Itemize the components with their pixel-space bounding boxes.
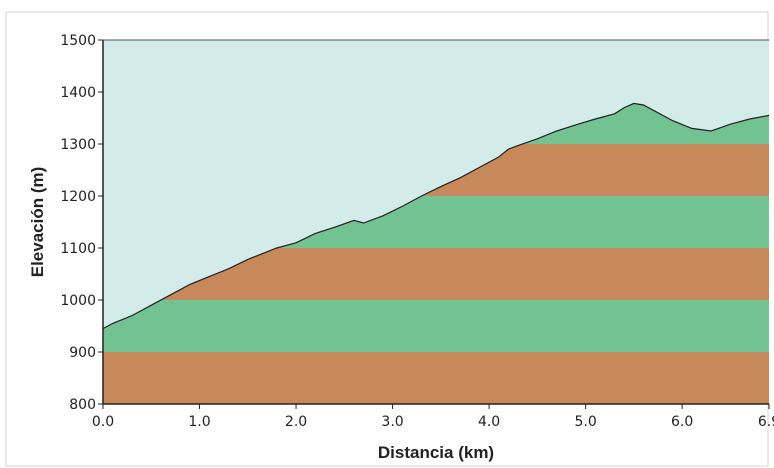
x-axis-ticks: 0.0 1.0 2.0 3.0 4.0 5.0 6.0 6.9 [92,404,774,430]
x-tick-label: 0.0 [92,414,114,430]
elevation-band [103,352,769,404]
x-tick-label: 4.0 [478,414,500,430]
axes [102,39,769,405]
x-tick-label: 5.0 [574,414,596,430]
y-tick-label: 800 [69,397,96,413]
y-tick-label: 1500 [60,33,96,49]
x-tick-label: 1.0 [188,414,210,430]
x-tick-label: 3.0 [381,414,403,430]
x-tick-label: 6.9 [758,414,774,430]
elevation-band [103,300,769,352]
x-tick-label: 6.0 [671,414,693,430]
x-tick-label: 2.0 [285,414,307,430]
y-axis-title: Elevación (m) [28,167,47,278]
y-tick-label: 1400 [60,85,96,101]
y-tick-label: 1200 [60,189,96,205]
y-tick-label: 1100 [60,241,96,257]
y-tick-label: 900 [69,345,96,361]
y-tick-label: 1300 [60,137,96,153]
elevation-profile-line [102,102,770,330]
y-axis-ticks: 800 900 1000 1100 1200 1300 1400 1500 [60,33,103,413]
y-tick-label: 1000 [60,293,96,309]
x-axis-title: Distancia (km) [378,443,494,462]
